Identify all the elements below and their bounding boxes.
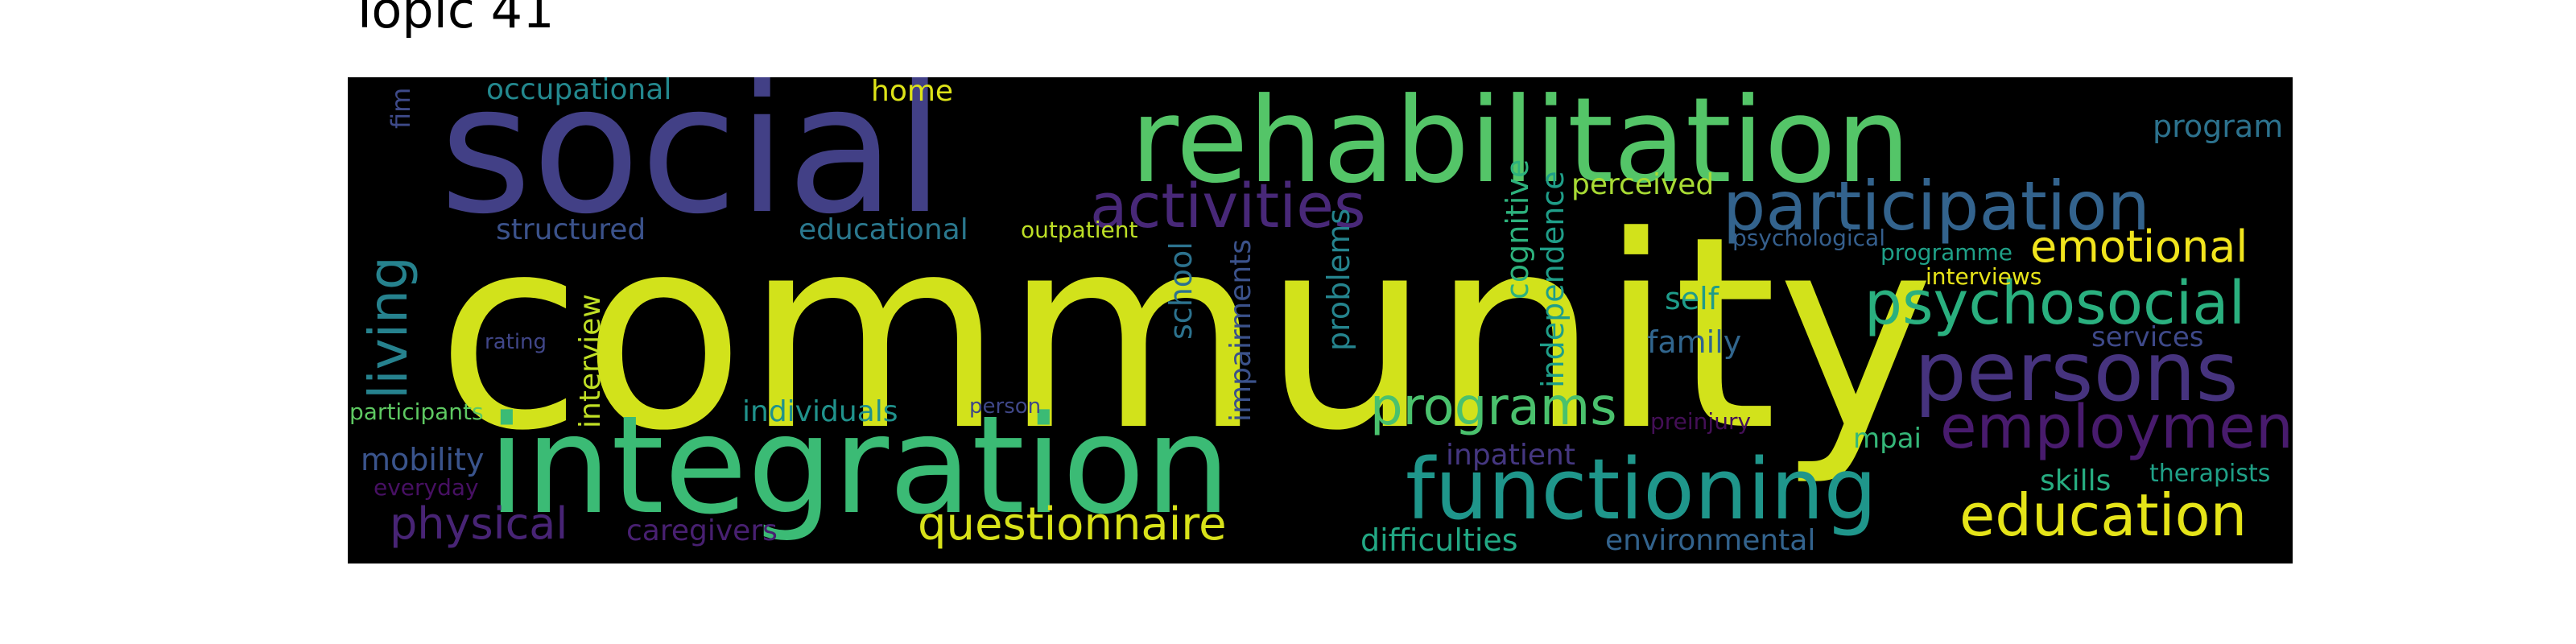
word-interview: interview [574, 294, 607, 428]
word-cloud: community social rehabilitation integrat… [348, 77, 2293, 564]
word-programme: programme [1880, 239, 2013, 266]
word-fim: fim [386, 87, 416, 129]
word-therapists: therapists [2149, 460, 2271, 488]
word-psychosocial: psychosocial [1864, 269, 2246, 338]
word-difficulties: difficulties [1360, 522, 1518, 558]
word-independence: independence [1535, 171, 1571, 388]
word-self: self [1665, 281, 1719, 316]
word-problems: problems [1321, 208, 1356, 351]
word-preinjury: preinjury [1650, 408, 1752, 435]
word-participants: participants [349, 398, 484, 425]
word-psychological: psychological [1732, 225, 1885, 251]
word-activities: activities [1090, 170, 1366, 242]
word-community: community [436, 180, 1934, 489]
word-cognitive: cognitive [1500, 159, 1535, 299]
figure-title: Topic 41 [349, 0, 555, 39]
word-educational: educational [799, 213, 968, 246]
word-participation: participation [1723, 167, 2150, 246]
word-living: living [357, 256, 419, 399]
word-education: education [1959, 481, 2248, 549]
word-environmental: environmental [1605, 524, 1816, 557]
word-mpai: mpai [1853, 423, 1922, 455]
word-caregivers: caregivers [626, 514, 778, 547]
word-persons: persons [1914, 324, 2239, 420]
word-occupational: occupational [486, 77, 672, 106]
word-program: program [2153, 109, 2284, 144]
word-social: social [440, 77, 945, 253]
word-rating: rating [485, 330, 547, 354]
word-mobility: mobility [361, 442, 485, 477]
word-home: home [871, 77, 954, 108]
word-outpatient: outpatient [1021, 217, 1138, 243]
word-everyday: everyday [374, 474, 479, 501]
word-rehabilitation: rehabilitation [1130, 77, 1911, 209]
word-physical: physical [390, 498, 568, 549]
word-employment: employment [1940, 393, 2293, 462]
word-functioning: functioning [1406, 440, 1877, 539]
word-structured: structured [496, 213, 646, 246]
word-programs: programs [1370, 378, 1617, 437]
word-interviews: interviews [1926, 263, 2042, 290]
word-services: services [2091, 321, 2204, 353]
word-inpatient: inpatient [1446, 439, 1575, 472]
word-individuals: individuals [742, 395, 898, 428]
word-person: person [969, 394, 1042, 419]
word-family: family [1647, 324, 1742, 360]
word-skills: skills [2040, 464, 2112, 497]
word-integration: integration [488, 386, 1231, 544]
word-impairments: impairments [1224, 238, 1257, 422]
word-perceived: perceived [1571, 168, 1715, 201]
word-school: school [1163, 242, 1199, 340]
word-questionnaire: questionnaire [918, 498, 1227, 551]
word-emotional: emotional [2030, 221, 2248, 272]
